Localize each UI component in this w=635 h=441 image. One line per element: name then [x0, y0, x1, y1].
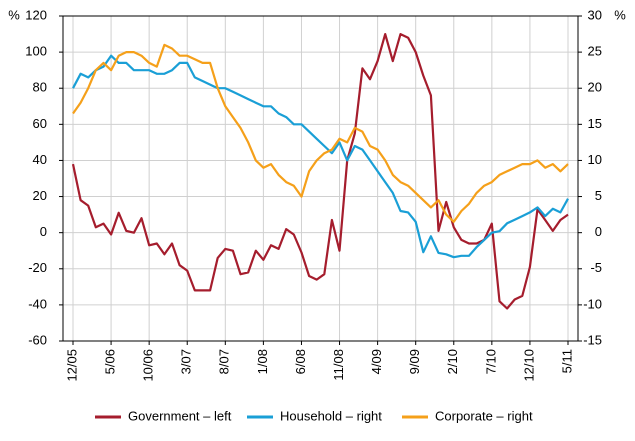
y-axis-label: % — [8, 7, 20, 22]
series-line — [72, 43, 569, 223]
x-tick-label: 6/08 — [293, 349, 308, 374]
series-line — [71, 33, 569, 310]
y-tick-label: 0 — [40, 224, 47, 239]
x-tick-label: 4/09 — [369, 349, 384, 374]
y-tick-label: 120 — [25, 7, 47, 22]
y2-tick-label: 10 — [588, 152, 602, 167]
legend-label: Household – right — [280, 408, 382, 423]
x-tick-label: 8/07 — [217, 349, 232, 374]
y2-tick-label: 25 — [588, 44, 602, 59]
plot-frame — [62, 15, 579, 342]
x-tick-label: 2/10 — [445, 349, 460, 374]
y2-tick-label: -10 — [583, 296, 602, 311]
x-tick-label: 5/06 — [103, 349, 118, 374]
y-tick-label: -40 — [28, 296, 47, 311]
y2-tick-label: 15 — [588, 116, 602, 131]
y2-tick-label: 0 — [595, 224, 602, 239]
series-line — [72, 54, 569, 259]
x-tick-label: 12/10 — [521, 349, 536, 382]
y2-tick-label: 20 — [588, 80, 602, 95]
x-tick-label: 1/08 — [255, 349, 270, 374]
y-tick-label: -20 — [28, 260, 47, 275]
y2-axis-label: % — [614, 7, 626, 22]
y2-tick-label: -5 — [590, 260, 602, 275]
y-tick-label: 80 — [33, 80, 47, 95]
x-tick-label: 11/08 — [331, 349, 346, 381]
y2-tick-label: 5 — [595, 188, 602, 203]
y-tick-label: 40 — [33, 152, 47, 167]
y-tick-label: 20 — [33, 188, 47, 203]
y-tick-label: -60 — [28, 332, 47, 347]
legend-label: Corporate – right — [435, 408, 533, 423]
y-tick-label: 100 — [25, 44, 47, 59]
x-tick-label: 3/07 — [179, 349, 194, 374]
x-tick-label: 7/10 — [483, 349, 498, 374]
x-tick-label: 10/06 — [141, 349, 156, 382]
x-tick-label: 12/05 — [64, 349, 79, 382]
y2-tick-label: 30 — [588, 7, 602, 22]
x-tick-label: 9/09 — [407, 349, 422, 374]
legend-label: Government – left — [128, 408, 232, 423]
y-tick-label: 60 — [33, 116, 47, 131]
y2-tick-label: -15 — [583, 332, 602, 347]
x-tick-label: 5/11 — [559, 349, 574, 373]
